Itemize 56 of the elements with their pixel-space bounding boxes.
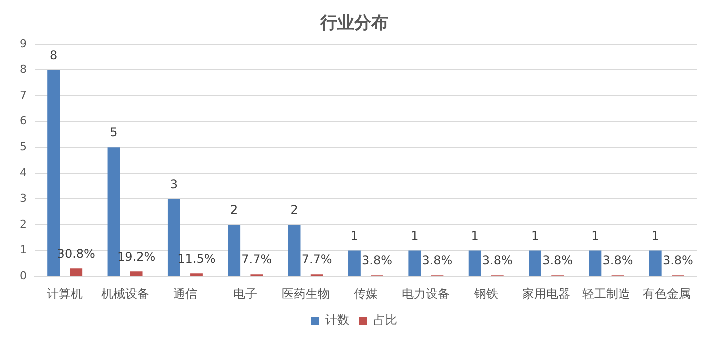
y-tick-label: 1 [20,244,27,257]
x-tick-label: 家用电器 [522,286,571,301]
data-label: 2 [230,203,238,218]
data-label: 1 [652,228,660,243]
x-tick-label: 电力设备 [402,286,450,301]
data-label: 3 [170,177,178,192]
x-tick-label: 传媒 [354,286,378,301]
bar [130,272,143,276]
x-tick-label: 轻工制造 [582,286,631,301]
y-tick-label: 9 [20,37,27,50]
data-label: 3.8% [602,254,634,268]
data-label: 7.7% [302,252,332,267]
y-tick-label: 2 [20,218,27,231]
x-tick-label: 有色金属 [642,286,691,301]
data-label: 1 [350,228,359,243]
legend-label: 计数 [326,313,350,328]
data-label: 8 [50,48,58,62]
x-tick-label: 医药生物 [282,286,330,301]
data-label: 1 [471,228,479,243]
legend-label: 占比 [374,313,398,328]
bar [70,268,83,276]
bar [108,148,120,276]
data-label: 1 [592,228,600,243]
bar [168,199,180,276]
bar [589,250,602,276]
y-tick-label: 3 [20,192,27,206]
x-tick-label: 机械设备 [101,286,150,301]
y-tick-label: 8 [20,63,27,76]
chart-title: 行业分布 [320,14,388,34]
data-label: 3.8% [362,254,393,268]
x-tick-label: 计算机 [47,286,84,301]
bar [348,250,361,276]
data-label: 2 [290,203,298,218]
bar [468,250,482,276]
bar [228,225,241,276]
y-tick-label: 4 [20,166,27,180]
data-label: 1 [411,228,419,243]
x-tick-label: 通信 [173,286,198,301]
data-label: 1 [531,228,540,243]
y-tick-label: 5 [20,140,27,154]
bar [649,250,662,276]
x-tick-label: 电子 [234,286,258,301]
y-tick-label: 6 [20,114,27,128]
data-label: 5 [110,126,118,140]
x-tick-label: 钢铁 [473,286,498,301]
data-label: 3.8% [422,254,453,268]
bar [190,274,203,276]
bar [408,250,422,276]
y-tick-label: 7 [20,88,27,102]
data-label: 3.8% [542,254,574,268]
data-label: 3.8% [482,254,513,268]
y-tick-label: 0 [20,269,27,282]
bar [529,250,542,276]
bar [288,225,301,276]
data-label: 7.7% [242,252,272,267]
data-label: 3.8% [662,254,694,268]
